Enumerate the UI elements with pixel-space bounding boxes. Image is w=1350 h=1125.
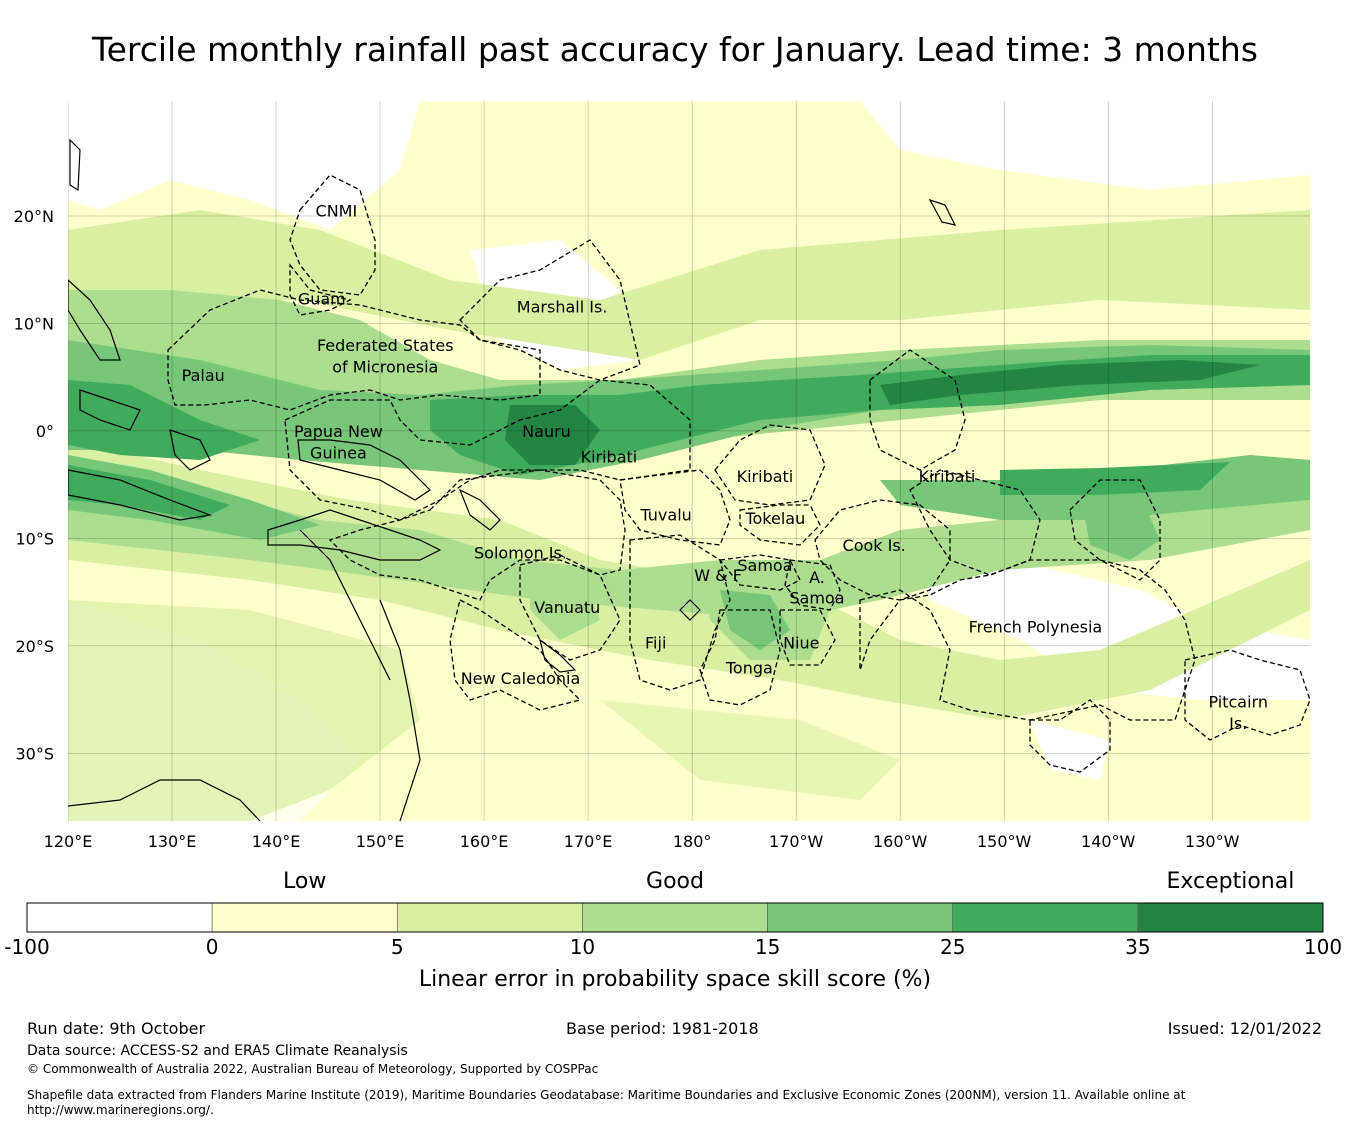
region-label: Kiribati: [737, 467, 794, 486]
colorbar-tick-label: 15: [755, 935, 780, 959]
latitude-label: 20°S: [15, 637, 54, 656]
colorbar-tick-label: 5: [391, 935, 404, 959]
longitude-label: 170°E: [564, 832, 613, 851]
colorbar-bin: [211, 902, 398, 933]
region-label: Is.: [1229, 714, 1247, 733]
run-date: Run date: 9th October: [27, 1019, 206, 1038]
legend-category-labels: Low Good Exceptional: [283, 869, 1294, 894]
colorbar-tick-label: 25: [940, 935, 965, 959]
colorbar-bin: [767, 902, 954, 933]
longitude-label: 140°W: [1081, 832, 1136, 851]
colorbar-ticks: -100 0 5 10 15 25 35 100: [4, 935, 1342, 959]
map-title: Tercile monthly rainfall past accuracy f…: [92, 30, 1258, 69]
colorbar-tick-label: 35: [1125, 935, 1150, 959]
base-period: Base period: 1981-2018: [566, 1019, 759, 1038]
region-label: New Caledonia: [461, 669, 581, 688]
region-label: Tokelau: [744, 509, 805, 528]
shapefile-url: http://www.marineregions.org/.: [27, 1103, 214, 1117]
region-label: Guam: [298, 290, 346, 309]
region-label: W & F: [694, 566, 742, 585]
latitude-label: 30°S: [15, 744, 54, 763]
longitude-label: 160°E: [460, 832, 509, 851]
region-label: Tonga: [725, 658, 773, 677]
colorbar-bin: [26, 902, 213, 933]
region-label: CNMI: [316, 202, 358, 221]
rainfall-skill-map: CNMI Guam Marshall Is. Federated States of M…: [4, 101, 1342, 992]
region-labels: CNMI Guam Marshall Is. Federated States of M…: [182, 202, 1268, 734]
copyright: © Commonwealth of Australia 2022, Austra…: [27, 1062, 599, 1076]
region-label: Pitcairn: [1208, 693, 1268, 712]
longitude-label: 130°E: [148, 832, 197, 851]
colorbar-tick-label: 0: [206, 935, 219, 959]
colorbar-bin: [1137, 902, 1324, 933]
longitude-label: 120°E: [44, 832, 93, 851]
latitude-label: 20°N: [14, 207, 54, 226]
latitude-label: 10°N: [14, 314, 54, 333]
coastlines: [68, 138, 957, 821]
legend-category: Exceptional: [1166, 869, 1294, 894]
region-label: Marshall Is.: [517, 297, 608, 316]
region-label: Papua New: [294, 422, 383, 441]
colorbar-tick-label: -100: [4, 935, 49, 959]
legend-category: Low: [283, 869, 326, 894]
longitude-label: 160°W: [873, 832, 928, 851]
longitude-label: 150°W: [977, 832, 1032, 851]
region-label: Kiribati: [919, 467, 976, 486]
skill-field: CNMI Guam Marshall Is. Federated States of M…: [68, 101, 1310, 821]
region-label: of Micronesia: [332, 357, 438, 376]
region-label: Niue: [783, 634, 819, 653]
region-label: Fiji: [645, 634, 666, 653]
longitude-label: 140°E: [252, 832, 301, 851]
colorbar-bin: [952, 902, 1139, 933]
colorbar-bin: [396, 902, 583, 933]
region-label: Tuvalu: [639, 506, 691, 525]
longitude-label: 170°W: [769, 832, 824, 851]
colorbar-frame: [26, 902, 1324, 933]
region-label: Kiribati: [581, 448, 638, 467]
legend-category: Good: [646, 869, 704, 894]
longitude-label: 130°W: [1185, 832, 1240, 851]
data-source: Data source: ACCESS-S2 and ERA5 Climate …: [27, 1043, 408, 1059]
region-label: Samoa: [789, 588, 844, 607]
region-label: Samoa: [737, 556, 792, 575]
region-label: Federated States: [317, 336, 454, 355]
region-label: Palau: [182, 366, 225, 385]
region-label: French Polynesia: [969, 617, 1103, 636]
colorbar-tick-label: 10: [570, 935, 595, 959]
longitude-label: 180°: [673, 832, 712, 851]
colorbar: [26, 902, 1324, 933]
colorbar-bin: [582, 902, 768, 933]
issued-date: Issued: 12/01/2022: [1167, 1019, 1322, 1038]
gridlines: [68, 101, 1310, 821]
region-label: Solomon Is.: [474, 543, 567, 562]
eez-boundaries: [167, 174, 1310, 773]
shapefile-credit: Shapefile data extracted from Flanders M…: [27, 1088, 1186, 1102]
latitude-axis: 20°N 10°N 0° 10°S 20°S 30°S: [14, 207, 54, 763]
longitude-axis: 120°E 130°E 140°E 150°E 160°E 170°E 180° 170°W 1…: [44, 832, 1240, 851]
region-label: Guinea: [310, 443, 367, 462]
colorbar-tick-label: 100: [1304, 935, 1342, 959]
region-label: Vanuatu: [534, 598, 600, 617]
longitude-label: 150°E: [356, 832, 405, 851]
region-label: A.: [809, 568, 825, 587]
latitude-label: 0°: [36, 422, 54, 441]
colorbar-label: Linear error in probability space skill …: [419, 967, 931, 992]
region-label: Nauru: [522, 422, 571, 441]
latitude-label: 10°S: [15, 529, 54, 548]
region-label: Cook Is.: [843, 536, 906, 555]
